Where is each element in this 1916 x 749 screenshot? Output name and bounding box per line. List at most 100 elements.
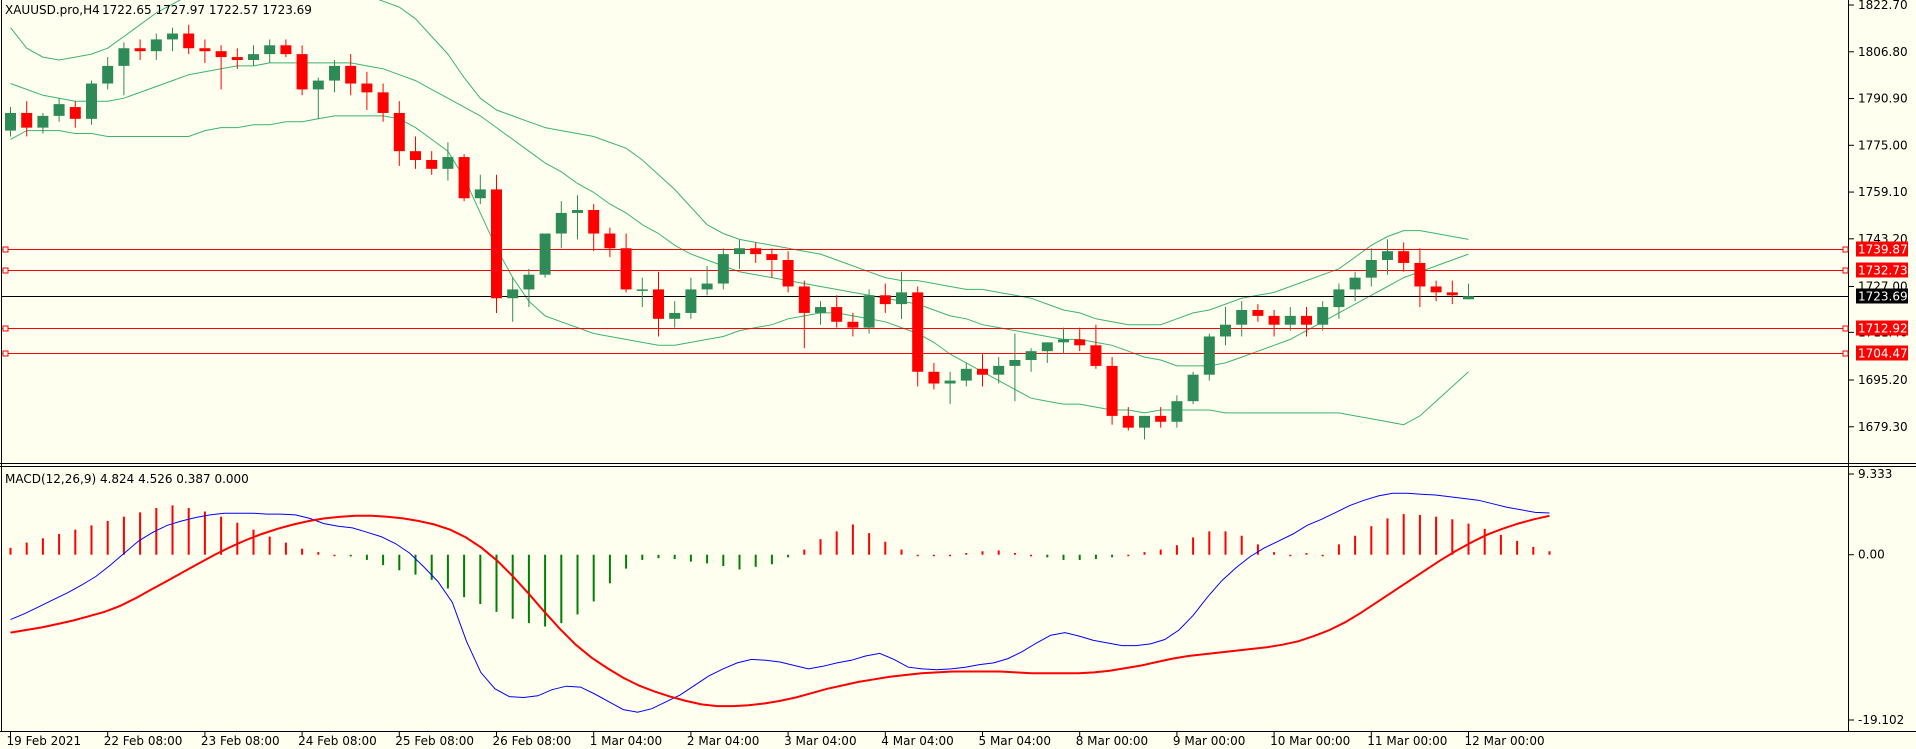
candle-body <box>847 321 859 328</box>
price-header-ohlc: 1722.65 1727.97 1722.57 1723.69 <box>102 3 312 17</box>
xtick-label: 1 Mar 04:00 <box>590 734 663 748</box>
candle-body <box>150 39 162 52</box>
price-level-handle-right[interactable] <box>1842 350 1849 357</box>
candle <box>685 277 697 319</box>
candle-body <box>199 48 211 52</box>
candle <box>717 248 729 290</box>
xtick-label: 8 Mar 00:00 <box>1076 734 1149 748</box>
candle <box>1382 239 1393 275</box>
candle-body <box>523 274 535 290</box>
candle <box>572 195 583 240</box>
candle <box>1187 371 1199 405</box>
candle-body <box>491 189 502 299</box>
candle <box>896 271 907 319</box>
xtick-label: 22 Feb 08:00 <box>104 734 183 748</box>
candle <box>847 312 859 337</box>
candle-body <box>1446 292 1458 296</box>
candle <box>1317 301 1329 331</box>
xtick-label: 19 Feb 2021 <box>7 734 82 748</box>
candle-body <box>5 112 16 131</box>
candle <box>1139 415 1150 440</box>
candle-body <box>539 233 551 275</box>
candle <box>1301 307 1312 337</box>
price-level-tag: 1712.92 <box>1858 322 1908 336</box>
price-level-handle-left[interactable] <box>2 325 9 332</box>
xtick-label: 12 Mar 00:00 <box>1465 734 1545 748</box>
candle-body <box>928 371 940 384</box>
candle-body <box>1041 342 1053 352</box>
candle-body <box>1414 262 1426 287</box>
candle <box>734 239 745 269</box>
candle-body <box>312 80 324 90</box>
candle-body <box>329 65 340 81</box>
candle-body <box>393 112 405 152</box>
candle <box>102 57 114 90</box>
candle-body <box>1058 339 1069 343</box>
candle <box>150 33 162 60</box>
candle <box>53 98 65 122</box>
candle-body <box>1122 415 1134 428</box>
candle <box>620 233 632 293</box>
macd-ytick-label: -19.102 <box>1858 713 1904 727</box>
candle-body <box>572 210 583 213</box>
candle-body <box>944 380 956 384</box>
candle <box>377 83 389 122</box>
candle <box>555 201 567 249</box>
candle <box>1236 301 1248 337</box>
candle <box>1414 248 1426 308</box>
candle <box>312 77 324 119</box>
price-level-handle-right[interactable] <box>1842 325 1849 332</box>
price-ytick-label: 1695.20 <box>1858 373 1908 387</box>
candle <box>653 271 664 337</box>
macd-pane[interactable] <box>9 492 1551 713</box>
candle-body <box>750 248 762 255</box>
candle-body <box>912 292 924 372</box>
price-level-handle-left[interactable] <box>2 246 9 253</box>
candle-body <box>1139 415 1150 428</box>
xtick-label: 2 Mar 04:00 <box>687 734 760 748</box>
candle-body <box>345 65 357 84</box>
candle-body <box>1236 310 1248 325</box>
candle <box>960 362 972 387</box>
candle <box>248 45 259 66</box>
price-ytick-label: 1759.10 <box>1858 185 1908 199</box>
candle <box>831 295 843 328</box>
candle-body <box>669 312 681 319</box>
candle-body <box>1106 365 1118 416</box>
price-ytick-label: 1822.70 <box>1858 0 1908 12</box>
candle-body <box>215 51 227 58</box>
candle <box>442 142 454 181</box>
candle <box>474 174 486 205</box>
candle <box>912 286 924 387</box>
candle-body <box>831 307 843 322</box>
price-ytick-label: 1790.90 <box>1858 92 1908 106</box>
price-level-handle-left[interactable] <box>2 267 9 274</box>
candle-body <box>782 260 794 287</box>
candle <box>1155 407 1167 428</box>
candle-body <box>863 295 875 328</box>
candle <box>928 362 940 390</box>
candle-body <box>1365 260 1377 278</box>
bollinger-middle-line <box>10 62 1469 367</box>
candle <box>1349 271 1361 302</box>
price-level-handle-left[interactable] <box>2 350 9 357</box>
xtick-label: 10 Mar 00:00 <box>1270 734 1350 748</box>
macd-ytick-label: 9.333 <box>1858 467 1892 481</box>
bollinger-lower-line <box>10 115 1469 426</box>
macd-ytick-label: 0.00 <box>1858 548 1885 562</box>
price-pane[interactable] <box>2 0 1849 440</box>
macd-line <box>10 492 1550 713</box>
xtick-label: 11 Mar 00:00 <box>1367 734 1447 748</box>
candle <box>37 112 49 134</box>
candle <box>1090 324 1102 369</box>
price-level-tag-bg <box>1856 241 1908 257</box>
price-level-handle-right[interactable] <box>1842 246 1849 253</box>
price-header-symbol: XAUUSD.pro,H4 <box>5 3 100 17</box>
candle <box>1446 280 1458 305</box>
candle <box>944 371 956 405</box>
price-level-handle-right[interactable] <box>1842 267 1849 274</box>
candle-body <box>636 289 648 291</box>
candle <box>863 289 875 334</box>
candle-body <box>1349 277 1361 290</box>
price-level-tag-bg <box>1856 320 1908 336</box>
